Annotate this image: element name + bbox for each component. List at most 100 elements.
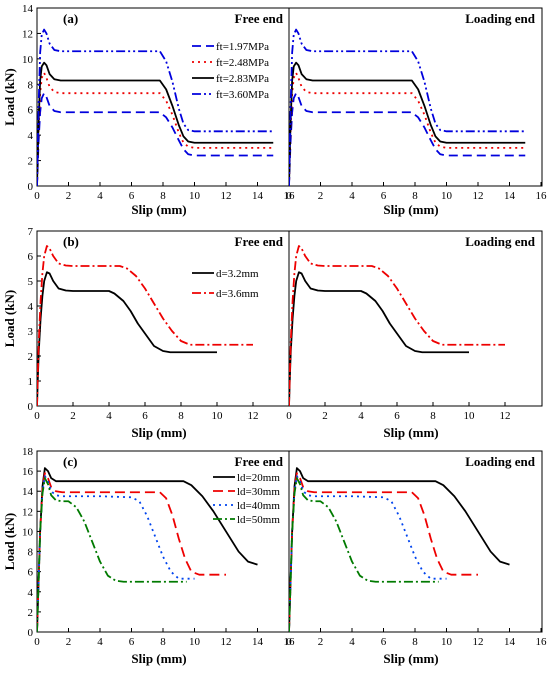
- x-tick-label: 10: [464, 410, 476, 422]
- x-tick-label: 4: [106, 410, 112, 422]
- y-tick-label: 2: [28, 607, 34, 619]
- x-tick-label: 12: [221, 190, 232, 202]
- panel-label: (a): [63, 11, 78, 26]
- x-tick-label: 8: [412, 190, 418, 202]
- x-tick-label: 6: [129, 636, 135, 648]
- series-line: [289, 28, 526, 186]
- x-axis-label: Slip (mm): [131, 202, 186, 217]
- x-tick-label: 6: [394, 410, 400, 422]
- x-tick-label: 0: [34, 190, 40, 202]
- y-tick-label: 10: [22, 54, 34, 66]
- y-tick-label: 14: [22, 3, 34, 15]
- y-tick-label: 12: [22, 506, 33, 518]
- x-tick-label: 2: [70, 410, 76, 422]
- x-tick-label: 4: [358, 410, 364, 422]
- series-line: [289, 475, 447, 632]
- x-tick-label: 4: [97, 636, 103, 648]
- subplot-loading-end: 0 2 4 6 8 10 12 14 16 Slip (mm) Loading end: [286, 454, 547, 666]
- subplot-title: Free end: [235, 11, 284, 26]
- series-line: [37, 475, 195, 632]
- y-tick-label: 8: [28, 79, 34, 91]
- panel-c: 0 2 4 6 8 10 12 14 16 18 Load (kN) (c) 0 2 4 6 8 10 12 14 16…: [2, 446, 547, 666]
- x-tick-label: 6: [142, 410, 148, 422]
- y-tick-label: 10: [22, 526, 34, 538]
- legend-entry: ld=20mm: [237, 472, 280, 484]
- subplot-title: Loading end: [465, 454, 535, 469]
- x-tick-label: 2: [66, 190, 72, 202]
- y-tick-label: 4: [28, 587, 34, 599]
- y-tick-label: 8: [28, 547, 34, 559]
- x-tick-label: 8: [160, 636, 166, 648]
- x-tick-label: 2: [66, 636, 72, 648]
- series-line: [37, 245, 253, 406]
- subplot-title: Loading end: [465, 11, 535, 26]
- series-line: [37, 92, 274, 186]
- subplot-loading-end: 0 2 4 6 8 10 12 Slip (mm) Loading end: [286, 234, 536, 440]
- y-tick-label: 1: [28, 376, 34, 388]
- y-tick-label: 0: [28, 401, 34, 413]
- x-tick-label: 14: [504, 636, 516, 648]
- y-tick-label: 2: [28, 351, 34, 363]
- legend-entry: ld=40mm: [237, 500, 280, 512]
- x-tick-label: 0: [286, 190, 292, 202]
- legend: d=3.2mm d=3.6mm: [192, 268, 259, 300]
- x-tick-label: 0: [34, 636, 40, 648]
- legend-entry: ft=3.60MPa: [216, 89, 269, 101]
- y-axis-label: Load (kN): [2, 68, 17, 125]
- x-tick-label: 6: [129, 190, 135, 202]
- x-tick-label: 8: [178, 410, 184, 422]
- y-tick-label: 3: [28, 326, 34, 338]
- x-tick-label: 8: [430, 410, 436, 422]
- series-line: [37, 271, 217, 406]
- subplot-free-end: 0 2 4 6 8 10 12 14 16 Slip (mm) Free end: [34, 454, 295, 666]
- subplot-title: Loading end: [465, 234, 535, 249]
- x-tick-label: 12: [221, 636, 232, 648]
- series-line: [289, 245, 505, 406]
- x-tick-label: 2: [322, 410, 328, 422]
- y-tick-label: 0: [28, 181, 34, 193]
- x-tick-label: 16: [536, 636, 548, 648]
- y-tick-label: 0: [28, 627, 34, 639]
- x-tick-label: 0: [286, 410, 292, 422]
- x-axis-label: Slip (mm): [383, 425, 438, 440]
- legend: ld=20mm ld=30mm ld=40mm ld=50mm: [213, 472, 280, 526]
- x-tick-label: 14: [504, 190, 516, 202]
- x-tick-label: 16: [284, 190, 296, 202]
- series-line: [289, 61, 526, 186]
- subplot-title: Free end: [235, 454, 284, 469]
- subplot-free-end: 0 2 4 6 8 10 12 Slip (mm) Free end: [34, 234, 284, 440]
- x-tick-label: 10: [212, 410, 224, 422]
- subplot-loading-end: 0 2 4 6 8 10 12 14 16 Slip (mm) Loading end: [286, 11, 547, 217]
- x-tick-label: 4: [349, 636, 355, 648]
- subplot-title: Free end: [235, 234, 284, 249]
- x-tick-label: 12: [248, 410, 259, 422]
- x-tick-label: 0: [286, 636, 292, 648]
- y-tick-label: 6: [28, 567, 34, 579]
- x-tick-label: 6: [381, 190, 387, 202]
- x-tick-label: 12: [500, 410, 511, 422]
- y-tick-label: 4: [28, 301, 34, 313]
- y-tick-label: 2: [28, 156, 34, 168]
- series-line: [37, 472, 226, 632]
- legend-entry: ft=1.97MPa: [216, 41, 269, 53]
- panel-label: (b): [63, 234, 79, 249]
- y-tick-label: 16: [22, 466, 34, 478]
- y-tick-label: 14: [22, 486, 34, 498]
- series-line: [289, 92, 526, 186]
- series-line: [289, 472, 478, 632]
- y-tick-label: 6: [28, 105, 34, 117]
- series-line: [289, 477, 439, 632]
- x-tick-label: 16: [536, 190, 548, 202]
- panel-label: (c): [63, 454, 77, 469]
- x-tick-label: 10: [189, 636, 201, 648]
- y-tick-label: 4: [28, 130, 34, 142]
- x-tick-label: 4: [97, 190, 103, 202]
- x-tick-label: 12: [473, 190, 484, 202]
- x-tick-label: 6: [381, 636, 387, 648]
- series-line: [289, 71, 526, 186]
- x-tick-label: 16: [284, 636, 296, 648]
- y-axis-label: Load (kN): [2, 513, 17, 570]
- legend-entry: ld=30mm: [237, 486, 280, 498]
- x-tick-label: 2: [318, 190, 324, 202]
